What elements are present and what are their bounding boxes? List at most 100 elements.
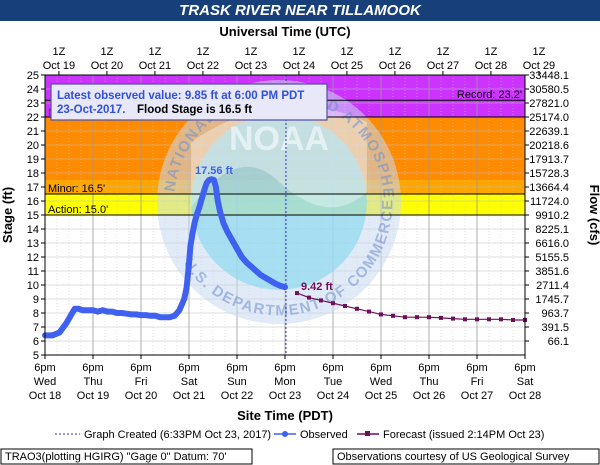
forecast-point: [331, 301, 335, 306]
forecast-point: [499, 317, 503, 322]
info-box-frame: [50, 83, 328, 121]
x-tick-label-date: Oct 27: [461, 390, 493, 402]
forecast-point: [487, 317, 491, 322]
top-tick-label-hour: 1Z: [340, 46, 353, 58]
forecast-point: [511, 318, 515, 322]
footer: TRAO3(plotting HGIRG) "Gage 0" Datum: 70…: [0, 448, 600, 465]
observed-point: [192, 219, 198, 225]
y-tick-label: 18: [27, 168, 39, 180]
y-tick-label: 5: [33, 350, 39, 362]
x-tick-label-date: Oct 21: [173, 390, 205, 402]
observed-point: [109, 309, 115, 315]
flow-tick-label: 15728.3: [529, 168, 569, 180]
observed-point: [181, 296, 187, 302]
observed-point: [172, 313, 178, 319]
observed-point: [148, 313, 154, 319]
x-tick-label-date: Oct 19: [77, 390, 109, 402]
y-tick-label: 20: [27, 140, 39, 152]
top-axis-title: Universal Time (UTC): [219, 24, 350, 39]
top-tick-label-date: Oct 26: [379, 60, 411, 72]
x-tick-label-day: Sun: [227, 376, 247, 388]
observed-point: [167, 314, 173, 320]
observed-point: [213, 184, 219, 190]
top-tick-label-date: Oct 27: [427, 60, 459, 72]
x-tick-label-time: 6pm: [322, 362, 343, 374]
observed-point: [114, 310, 120, 316]
observed-point: [138, 312, 144, 318]
x-tick-label-time: 6pm: [82, 362, 103, 374]
observed-point: [194, 211, 200, 217]
y-tick-label: 14: [27, 224, 39, 236]
forecast-point: [391, 313, 395, 318]
y-tick-label: 6: [33, 336, 39, 348]
y-tick-label: 8: [33, 308, 39, 320]
flow-tick-label: 9910.2: [535, 210, 569, 222]
observed-point: [186, 261, 192, 267]
forecast-start-label: 9.42 ft: [301, 281, 333, 293]
observed-point: [72, 306, 78, 312]
x-tick-label-date: Oct 28: [509, 390, 541, 402]
top-tick-label-date: Oct 19: [43, 60, 75, 72]
flow-tick-label: 22639.1: [529, 126, 569, 138]
observed-point: [85, 307, 91, 313]
observed-point: [104, 309, 110, 315]
observed-point: [187, 243, 194, 249]
y-tick-label: 11: [28, 266, 39, 278]
forecast-point: [403, 315, 407, 320]
observed-point: [128, 311, 134, 317]
legend-observed-dot: [282, 431, 288, 437]
observed-point: [64, 320, 70, 326]
top-tick-label-hour: 1Z: [388, 46, 401, 58]
level-label-minor: Minor: 16.5': [48, 183, 105, 195]
chart-title: TRASK RIVER NEAR TILLAMOOK: [179, 2, 421, 19]
y-axis-title: Stage (ft): [0, 187, 15, 243]
observed-point: [229, 237, 235, 243]
forecast-point: [295, 291, 299, 296]
y-tick-label: 12: [27, 252, 39, 264]
x-tick-label-time: 6pm: [274, 362, 295, 374]
forecast-point: [439, 315, 443, 320]
observed-point: [162, 314, 168, 320]
flow-tick-label: 20218.6: [529, 140, 569, 152]
x-tick-label-day: Sat: [181, 376, 198, 388]
watermark-logo-text: NOAA: [229, 120, 329, 158]
top-tick-label-hour: 1Z: [436, 46, 449, 58]
y-tick-label: 9: [33, 294, 39, 306]
observed-point: [190, 229, 196, 235]
forecast-point: [427, 315, 431, 320]
observed-point: [282, 284, 288, 290]
x-tick-label-time: 6pm: [130, 362, 151, 374]
observed-point: [199, 195, 205, 201]
x-tick-label-date: Oct 18: [29, 390, 61, 402]
y-tick-label: 17: [27, 182, 39, 194]
info-latest-value: Latest observed value: 9.85 ft at 6:00 P…: [57, 90, 304, 102]
top-tick-label-date: Oct 24: [283, 60, 315, 72]
observed-point: [211, 177, 217, 183]
flow-tick-label: 3851.6: [535, 266, 569, 278]
y-tick-label: 15: [27, 210, 39, 222]
observed-point: [68, 311, 74, 317]
top-tick-label-hour: 1Z: [532, 46, 545, 58]
top-tick-label-hour: 1Z: [196, 46, 209, 58]
top-tick-label-date: Oct 20: [91, 60, 123, 72]
observed-point: [100, 307, 106, 313]
y-tick-label: 25: [27, 70, 39, 82]
footer-left-box: [0, 448, 253, 465]
flow-tick-label: 66.1: [548, 336, 569, 348]
legend-forecast-square: [365, 431, 370, 436]
series: 17.56 ft 9.42 ft: [42, 75, 527, 355]
flow-tick-label: 6616.0: [535, 238, 569, 250]
forecast-point: [367, 309, 371, 314]
observed-point: [272, 281, 278, 287]
observed-point: [56, 330, 63, 336]
observed-point: [133, 311, 139, 317]
top-tick-label-hour: 1Z: [292, 46, 305, 58]
observed-point: [184, 285, 190, 291]
observed-point: [119, 310, 125, 316]
x-tick-label-day: Mon: [274, 376, 295, 388]
observed-point: [217, 209, 223, 215]
observed-point: [215, 198, 221, 204]
observed-point: [90, 307, 96, 313]
x-tick-label-day: Fri: [471, 376, 484, 388]
observed-point: [176, 307, 182, 313]
